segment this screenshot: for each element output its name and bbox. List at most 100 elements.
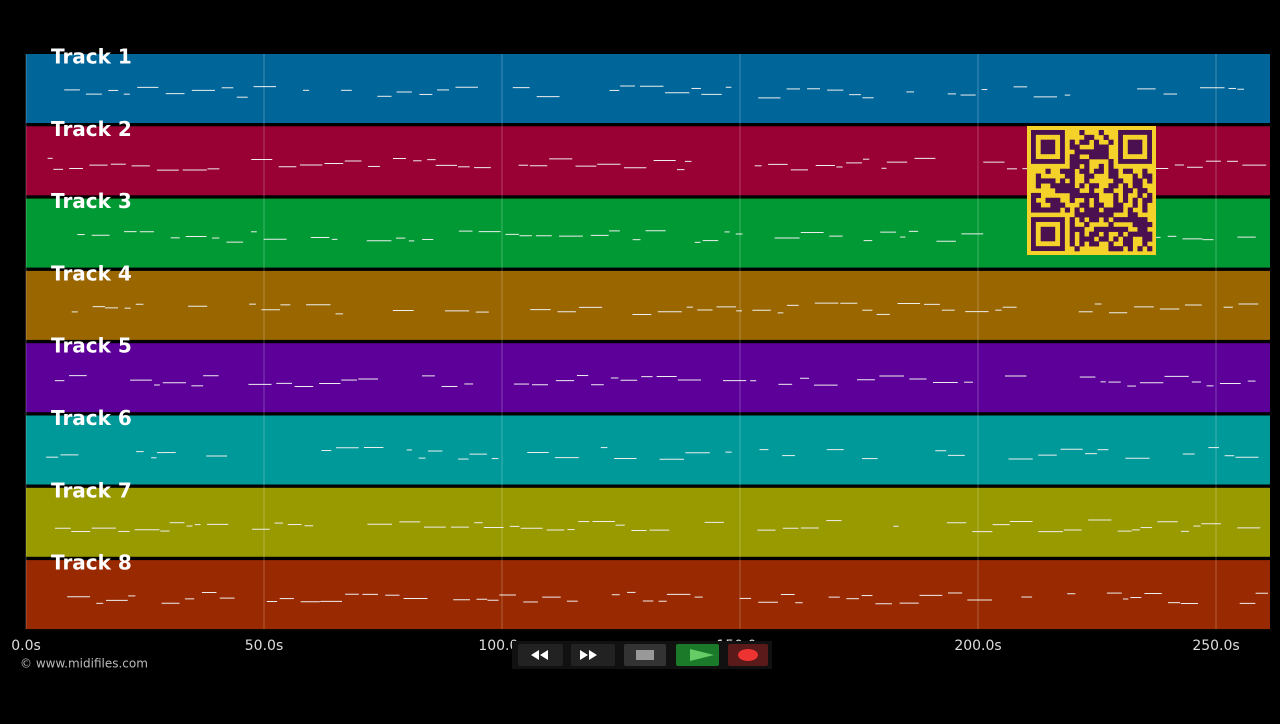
- qr-module: [1045, 197, 1051, 203]
- qr-module: [1045, 168, 1051, 174]
- qr-module: [1084, 149, 1090, 155]
- qr-module: [1079, 217, 1085, 223]
- qr-module: [1069, 231, 1075, 237]
- forward-button[interactable]: [571, 644, 615, 666]
- qr-module: [1031, 202, 1037, 208]
- qr-module: [1050, 202, 1056, 208]
- qr-module: [1089, 241, 1095, 247]
- qr-module: [1103, 149, 1109, 155]
- qr-module: [1113, 236, 1119, 242]
- track-band: [26, 415, 1270, 485]
- track-label: Track 2: [51, 117, 132, 141]
- qr-module: [1142, 207, 1148, 213]
- qr-module: [1142, 217, 1148, 223]
- qr-module: [1118, 207, 1124, 213]
- qr-module: [1084, 139, 1090, 145]
- qr-module: [1093, 149, 1100, 155]
- qr-module: [1142, 241, 1148, 247]
- qr-module: [1127, 241, 1133, 247]
- track-label: Track 8: [51, 551, 132, 575]
- qr-module: [1093, 241, 1100, 247]
- qr-module: [1089, 188, 1095, 194]
- qr-module: [1031, 207, 1037, 213]
- qr-module: [1074, 149, 1080, 155]
- track-band: [26, 487, 1270, 557]
- qr-module: [1147, 173, 1153, 179]
- qr-module: [1127, 212, 1133, 218]
- track-area: Track 1 Track 2 Track 3 Track 4 Track 5 Track…: [26, 45, 1270, 630]
- qr-module: [1137, 246, 1143, 252]
- qr-module: [1093, 217, 1100, 223]
- qr-module: [1132, 197, 1138, 203]
- qr-module: [1108, 207, 1114, 213]
- qr-module: [1084, 168, 1090, 174]
- qr-module: [1137, 226, 1143, 232]
- play-button[interactable]: [676, 644, 719, 666]
- qr-module: [1098, 154, 1104, 160]
- qr-module: [1098, 202, 1104, 208]
- qr-module: [1093, 197, 1100, 203]
- stop-button[interactable]: [624, 644, 666, 666]
- qr-module: [1108, 212, 1114, 218]
- qr-module: [1069, 178, 1075, 184]
- qr-module: [1118, 178, 1124, 184]
- qr-module: [1108, 139, 1114, 145]
- record-icon: [738, 649, 758, 661]
- qr-module: [1122, 217, 1129, 223]
- qr-module: [1147, 236, 1153, 242]
- rewind-button[interactable]: [518, 644, 563, 666]
- track-band: [26, 270, 1270, 340]
- qr-module: [1074, 212, 1080, 218]
- qr-module: [1069, 226, 1075, 232]
- qr-module: [1108, 168, 1114, 174]
- qr-module: [1093, 168, 1100, 174]
- qr-module: [1035, 183, 1041, 189]
- qr-module: [1113, 207, 1119, 213]
- qr-module: [1040, 207, 1046, 213]
- stop-icon: [636, 650, 654, 660]
- qr-module: [1132, 212, 1138, 218]
- qr-module: [1060, 178, 1066, 184]
- qr-module: [1118, 202, 1124, 208]
- qr-module: [1079, 202, 1085, 208]
- qr-module: [1127, 217, 1133, 223]
- qr-module: [1064, 183, 1071, 189]
- qr-module: [1142, 188, 1148, 194]
- qr-module: [1069, 221, 1075, 228]
- qr-module: [1127, 236, 1133, 242]
- qr-module: [1079, 183, 1085, 189]
- time-label: 50.0s: [245, 638, 283, 654]
- qr-module: [1035, 173, 1041, 179]
- record-button[interactable]: [728, 644, 768, 666]
- qr-module: [1079, 212, 1085, 218]
- qr-module: [1098, 226, 1104, 232]
- qr-module: [1069, 159, 1075, 165]
- qr-module: [1079, 139, 1085, 145]
- qr-module: [1040, 178, 1046, 184]
- qr-module: [1108, 163, 1114, 170]
- qr-module: [1084, 163, 1090, 170]
- qr-module: [1084, 134, 1090, 140]
- qr-module: [1084, 197, 1090, 203]
- qr-module: [1122, 192, 1129, 199]
- qr-module: [1113, 202, 1119, 208]
- qr-module: [1084, 207, 1090, 213]
- qr-module: [1074, 246, 1080, 252]
- qr-module: [1113, 173, 1119, 179]
- qr-module: [1064, 188, 1071, 194]
- qr-module: [1079, 192, 1085, 199]
- qr-module: [1132, 183, 1138, 189]
- qr-module: [1089, 173, 1095, 179]
- qr-module: [1098, 236, 1104, 242]
- qr-module: [1084, 202, 1090, 208]
- time-label: 0.0s: [11, 638, 41, 654]
- qr-module: [1069, 192, 1075, 199]
- track-label: Track 1: [51, 45, 132, 69]
- qr-module: [1093, 144, 1100, 150]
- qr-module: [1055, 197, 1061, 203]
- qr-module: [1103, 231, 1109, 237]
- qr-module: [1142, 168, 1148, 174]
- qr-module: [1122, 168, 1129, 174]
- qr-module: [1074, 144, 1080, 150]
